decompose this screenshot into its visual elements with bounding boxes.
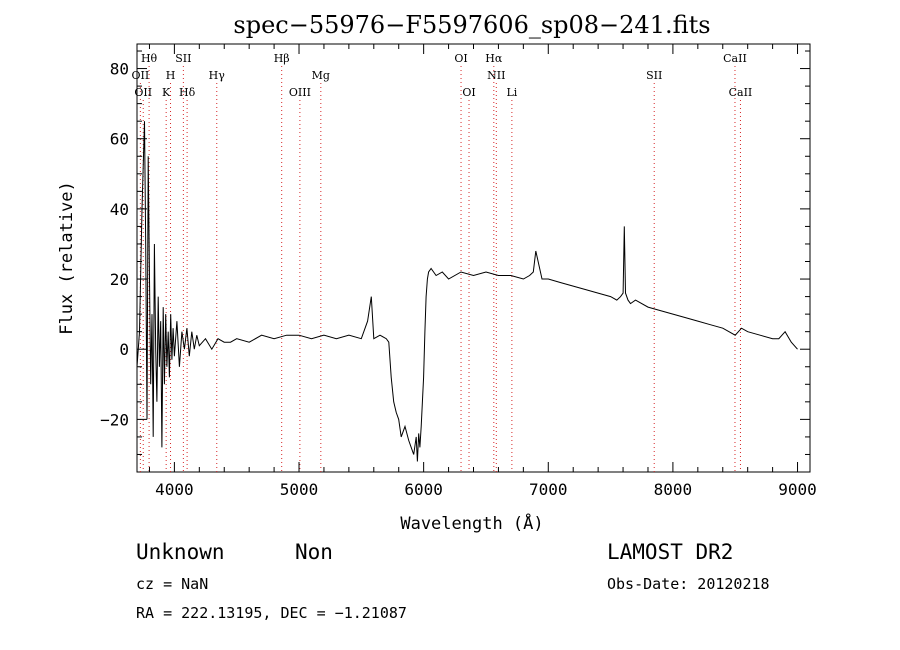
x-tick-label: 6000 <box>404 480 443 499</box>
line-label: OII <box>132 69 150 82</box>
x-axis: 4000 5000 6000 7000 8000 9000 <box>148 44 817 499</box>
y-axis: −20 0 20 40 60 80 <box>100 50 810 455</box>
cz-text: cz = NaN <box>136 575 209 593</box>
line-label: H <box>166 69 176 82</box>
coordinates-text: RA = 222.13195, DEC = −1.21087 <box>136 604 407 622</box>
line-label: OIII <box>289 86 311 99</box>
subclass-text: Non <box>295 540 333 564</box>
y-tick-label: 20 <box>110 270 129 289</box>
y-axis-label: Flux (relative) <box>57 181 77 335</box>
line-label: CaII <box>729 86 753 99</box>
x-tick-label: 5000 <box>280 480 319 499</box>
y-tick-label: 80 <box>110 60 129 79</box>
x-tick-label: 4000 <box>155 480 194 499</box>
line-label: K <box>162 86 171 99</box>
line-label: Hγ <box>209 69 226 82</box>
class-text: Unknown <box>136 540 225 564</box>
plot-frame <box>136 43 811 473</box>
line-label: SII <box>175 52 191 65</box>
line-label: Li <box>506 86 517 99</box>
chart-title: spec−55976−F5597606_sp08−241.fits <box>233 11 710 39</box>
spectrum-series-line <box>136 121 798 462</box>
line-label: OI <box>454 52 467 65</box>
obs-date-text: Obs-Date: 20120218 <box>607 575 770 593</box>
survey-text: LAMOST DR2 <box>607 540 734 564</box>
x-tick-label: 7000 <box>529 480 568 499</box>
y-tick-label: 40 <box>110 200 129 219</box>
x-axis-label: Wavelength (Å) <box>400 512 543 534</box>
y-tick-label: −20 <box>100 410 129 429</box>
line-label: NII <box>487 69 505 82</box>
line-label: OII <box>134 86 152 99</box>
y-tick-label: 60 <box>110 130 129 149</box>
line-label: Mg <box>312 69 330 82</box>
line-label: OI <box>462 86 475 99</box>
line-label: Hα <box>485 52 503 65</box>
line-label: Hβ <box>274 52 290 65</box>
line-label: Hθ <box>141 52 158 65</box>
line-label: SII <box>646 69 662 82</box>
x-tick-label: 9000 <box>778 480 817 499</box>
line-label: Hδ <box>179 86 196 99</box>
y-tick-label: 0 <box>119 340 129 359</box>
line-label: CaII <box>723 52 747 65</box>
x-tick-label: 8000 <box>654 480 693 499</box>
